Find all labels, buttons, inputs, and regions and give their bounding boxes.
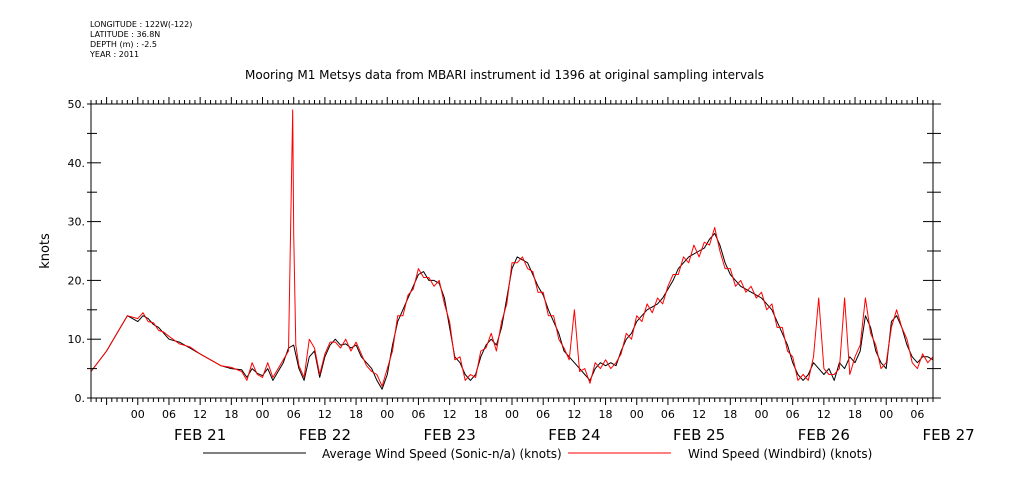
plot-frame [90,103,934,399]
series-line-average-wind-speed [90,232,934,390]
x-hour-label: 06 [411,408,425,421]
x-hour-label: 06 [536,408,550,421]
x-hour-label: 06 [287,408,301,421]
x-hour-label: 00 [380,408,394,421]
x-day-label: FEB 27 [922,426,974,444]
metadata-block: LONGITUDE : 122W(-122) LATITUDE : 36.8N … [90,20,192,60]
legend-entry-average-label: Average Wind Speed (Sonic-n/a) (knots) [322,447,562,461]
y-tick-label: 20. [68,274,86,287]
legend-entry-windbird-label: Wind Speed (Windbird) (knots) [688,447,872,461]
y-tick-label: 50. [68,98,86,111]
x-hour-label: 18 [474,408,488,421]
series-line-windbird-wind-speed [90,109,934,387]
x-hour-label: 00 [505,408,519,421]
x-hour-label: 06 [910,408,924,421]
metadata-longitude: LONGITUDE : 122W(-122) [90,20,193,29]
metadata-depth: DEPTH (m) : -2.5 [90,40,157,49]
y-tick-label: 30. [68,216,86,229]
x-hour-label: 18 [599,408,613,421]
x-hour-label: 18 [723,408,737,421]
metadata-latitude: LATITUDE : 36.8N [90,30,161,39]
x-hour-label: 12 [443,408,457,421]
x-day-label: FEB 26 [798,426,850,444]
metadata-year: YEAR : 2011 [90,50,140,59]
x-hour-label: 18 [349,408,363,421]
x-hour-label: 00 [131,408,145,421]
y-axis-label: knots [38,233,53,269]
y-tick-label: 10. [68,333,86,346]
x-hour-label: 00 [630,408,644,421]
x-hour-label: 12 [692,408,706,421]
x-hour-label: 06 [661,408,675,421]
x-hour-label: 12 [817,408,831,421]
chart-title: Mooring M1 Metsys data from MBARI instru… [245,68,764,82]
x-hour-label: 06 [162,408,176,421]
x-hour-label: 12 [567,408,581,421]
x-hour-label: 00 [256,408,270,421]
y-tick-label: 0. [75,392,86,405]
x-hour-label: 18 [224,408,238,421]
x-hour-label: 06 [786,408,800,421]
x-hour-label: 12 [193,408,207,421]
x-day-label: FEB 23 [423,426,475,444]
x-hour-label: 12 [318,408,332,421]
x-hour-label: 00 [754,408,768,421]
x-hour-label: 00 [879,408,893,421]
y-tick-label: 40. [68,157,86,170]
x-hour-label: 18 [848,408,862,421]
x-day-label: FEB 21 [174,426,226,444]
x-day-label: FEB 22 [299,426,351,444]
x-day-label: FEB 24 [548,426,600,444]
x-day-label: FEB 25 [673,426,725,444]
